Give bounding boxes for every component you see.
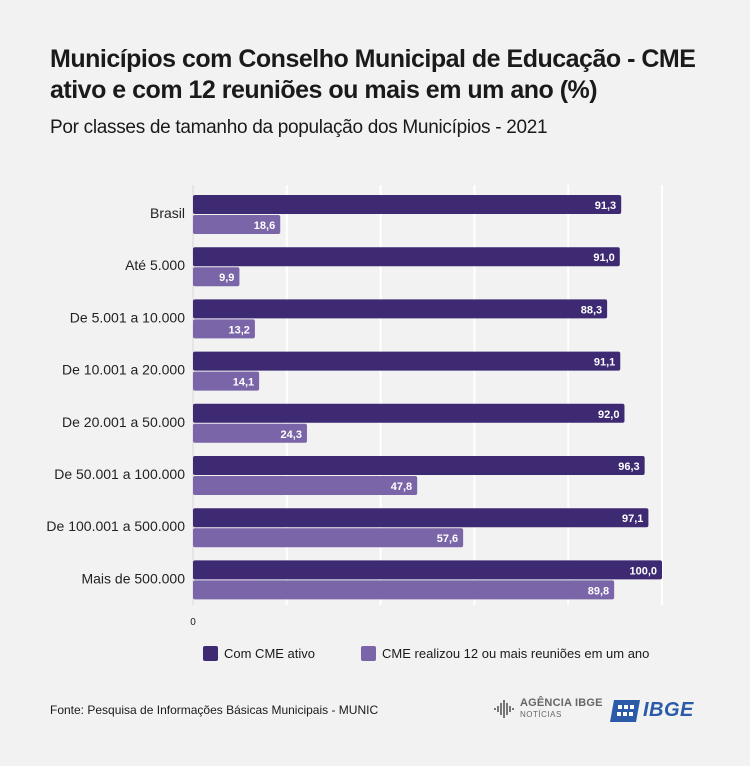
bar xyxy=(193,351,621,371)
bar xyxy=(193,403,625,423)
bar xyxy=(193,319,255,339)
data-label: 47,8 xyxy=(391,481,412,493)
bar xyxy=(193,423,307,443)
data-label: 9,9 xyxy=(219,272,234,284)
chart-title: Municípios com Conselho Municipal de Edu… xyxy=(50,45,696,104)
legend: Com CME ativo CME realizou 12 ou mais re… xyxy=(203,646,695,661)
legend-label-cme-reunioes: CME realizou 12 ou mais reuniões em um a… xyxy=(382,646,650,661)
data-label: 57,6 xyxy=(437,533,458,545)
data-label: 92,0 xyxy=(598,409,619,421)
bar xyxy=(193,508,649,528)
agencia-logo-text: AGÊNCIA IBGE xyxy=(520,697,603,709)
category-label: De 100.001 a 500.000 xyxy=(46,518,185,534)
bar xyxy=(193,560,662,580)
bar xyxy=(193,299,608,319)
bar xyxy=(193,247,620,267)
category-label: Brasil xyxy=(150,205,185,221)
data-label: 96,3 xyxy=(618,461,639,473)
data-label: 14,1 xyxy=(233,377,254,389)
category-label: De 10.001 a 20.000 xyxy=(62,362,185,378)
legend-label-cme-ativo: Com CME ativo xyxy=(224,646,316,661)
data-label: 91,3 xyxy=(595,200,616,212)
category-label: Mais de 500.000 xyxy=(81,570,185,586)
agencia-ibge-logo: AGÊNCIA IBGE NOTÍCIAS xyxy=(494,698,603,720)
legend-swatch-cme-ativo xyxy=(203,646,218,661)
agencia-ibge-icon xyxy=(494,700,514,718)
category-label: Até 5.000 xyxy=(125,257,185,273)
data-label: 97,1 xyxy=(622,513,643,525)
source-note: Fonte: Pesquisa de Informações Básicas M… xyxy=(50,703,379,717)
data-label: 91,0 xyxy=(593,252,614,264)
agencia-logo-subtext: NOTÍCIAS xyxy=(520,710,562,719)
bar xyxy=(193,371,260,391)
category-label: De 5.001 a 10.000 xyxy=(70,309,185,325)
bar xyxy=(193,476,418,495)
bar xyxy=(193,267,240,287)
bar xyxy=(193,195,622,214)
chart-subtitle: Por classes de tamanho da população dos … xyxy=(50,117,548,138)
legend-item-cme-ativo: Com CME ativo xyxy=(203,646,315,661)
data-label: 91,1 xyxy=(594,357,615,369)
data-label: 89,8 xyxy=(588,585,609,597)
data-label: 13,2 xyxy=(228,324,249,336)
category-label: De 50.001 a 100.000 xyxy=(54,466,185,482)
x-tick-label: 0 xyxy=(190,617,196,628)
bar xyxy=(193,215,281,234)
bar-chart: Brasil 91,3 18,6 Até 5.000 91,0 9,9 De 5.001 a… xyxy=(46,185,663,628)
ibge-logo-icon xyxy=(610,699,640,722)
ibge-logo-text: IBGE xyxy=(643,699,694,721)
data-label: 18,6 xyxy=(254,220,275,232)
legend-item-cme-reunioes: CME realizou 12 ou mais reuniões em um a… xyxy=(361,646,649,661)
data-label: 24,3 xyxy=(281,429,302,441)
category-label: De 20.001 a 50.000 xyxy=(62,414,185,430)
data-label: 100,0 xyxy=(629,565,657,577)
bar xyxy=(193,580,615,600)
bar xyxy=(193,528,464,548)
bar xyxy=(193,456,645,475)
data-label: 88,3 xyxy=(581,304,602,316)
legend-swatch-cme-reunioes xyxy=(361,646,377,661)
ibge-logo: IBGE xyxy=(610,699,694,722)
